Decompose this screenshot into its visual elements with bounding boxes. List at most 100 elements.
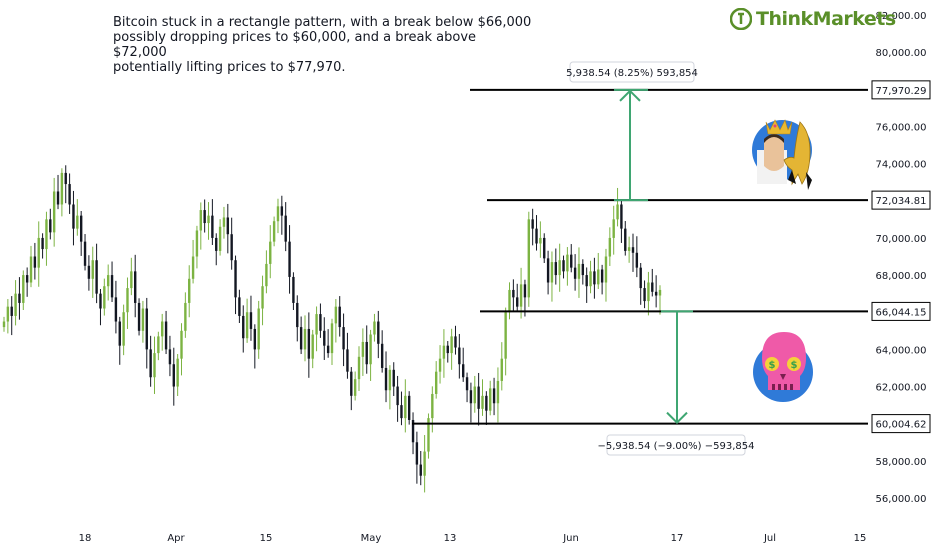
- candle: [531, 208, 534, 246]
- candle: [415, 431, 419, 484]
- candle: [106, 264, 110, 301]
- candle: [377, 310, 380, 359]
- candle: [265, 250, 268, 294]
- candle: [581, 259, 585, 285]
- candle: [608, 227, 612, 266]
- candle: [161, 313, 164, 351]
- candle: [326, 329, 330, 358]
- candle: [33, 242, 37, 280]
- candle: [334, 299, 338, 343]
- candle: [519, 267, 523, 319]
- candle: [157, 331, 160, 361]
- time-tick-label: Jul: [763, 533, 776, 544]
- candle: [535, 215, 538, 251]
- candle: [462, 347, 465, 382]
- candle: [427, 413, 430, 459]
- candle: [284, 202, 287, 252]
- candle: [492, 377, 496, 416]
- time-tick-label: Apr: [167, 533, 185, 544]
- candle: [211, 199, 214, 245]
- annotation-line-3: potentially lifting prices to $77,970.: [113, 60, 346, 75]
- candle: [431, 386, 434, 433]
- candle: [76, 199, 79, 236]
- candle: [153, 336, 156, 394]
- candle: [203, 199, 206, 233]
- candle: [458, 333, 461, 379]
- candle: [168, 335, 172, 377]
- price-tick-label: 70,000.00: [876, 234, 927, 245]
- candle: [41, 233, 44, 259]
- measure-tool-up[interactable]: [614, 88, 648, 202]
- candle: [585, 267, 588, 303]
- candle: [261, 275, 264, 326]
- candle: [95, 243, 98, 304]
- candle: [512, 279, 515, 312]
- price-tick-label: 64,000.00: [876, 345, 927, 356]
- candle: [419, 451, 422, 486]
- candle: [631, 233, 635, 272]
- candle: [249, 295, 253, 341]
- candle: [226, 203, 230, 254]
- skull-dollar-sticker-icon: $ $: [753, 332, 813, 402]
- horizontal-levels[interactable]: [412, 88, 868, 425]
- candle: [589, 260, 592, 294]
- svg-text:$: $: [769, 360, 776, 371]
- measure-text-down: −5,938.54 (−9.00%) −593,854: [598, 441, 755, 452]
- candle: [411, 412, 415, 455]
- level-price-tag: 66,044.15: [871, 301, 931, 321]
- candle: [651, 268, 654, 297]
- candle: [184, 292, 187, 338]
- measure-tool-down[interactable]: [661, 310, 693, 425]
- candle: [330, 318, 334, 365]
- candle: [523, 279, 527, 317]
- candle: [45, 211, 48, 266]
- candle: [624, 221, 627, 256]
- candle: [604, 248, 608, 302]
- candle: [539, 221, 542, 258]
- candle: [242, 305, 245, 353]
- candle: [110, 261, 114, 303]
- candle: [600, 264, 604, 295]
- candle: [37, 221, 40, 287]
- candle: [485, 391, 488, 425]
- candle: [191, 239, 195, 284]
- candle: [562, 255, 565, 279]
- candle: [164, 310, 168, 355]
- annotation-line-2: possibly dropping prices to $60,000, and…: [113, 30, 477, 60]
- candle: [504, 307, 507, 376]
- candle: [188, 265, 191, 318]
- time-tick-label: 18: [79, 533, 92, 544]
- candle: [647, 271, 650, 316]
- candle: [373, 313, 376, 342]
- candle: [338, 296, 341, 337]
- candle: [199, 202, 202, 250]
- candle: [527, 211, 530, 307]
- candle: [500, 342, 503, 391]
- time-tick-label: May: [361, 533, 382, 544]
- candle: [508, 282, 511, 320]
- candle: [477, 372, 480, 426]
- candle: [454, 325, 457, 355]
- candle: [639, 263, 642, 305]
- candle: [180, 323, 183, 376]
- candle: [380, 330, 384, 373]
- price-tick-label: 62,000.00: [876, 383, 927, 394]
- candle: [357, 346, 361, 391]
- svg-text:$: $: [791, 360, 798, 371]
- candle: [72, 190, 75, 246]
- candle: [234, 255, 237, 315]
- price-tick-label: 76,000.00: [876, 122, 927, 133]
- candle: [245, 298, 249, 343]
- candle: [257, 300, 260, 359]
- candle: [307, 312, 311, 378]
- candle: [141, 300, 145, 343]
- time-axis[interactable]: 18 Apr 15 May 13 Jun 17 Jul 15: [79, 533, 867, 544]
- candle: [49, 208, 52, 240]
- candle: [361, 328, 365, 376]
- price-tick-label: 56,000.00: [876, 494, 927, 505]
- candle: [392, 362, 395, 397]
- candle: [145, 297, 148, 369]
- candle: [350, 367, 353, 411]
- candle: [516, 283, 519, 312]
